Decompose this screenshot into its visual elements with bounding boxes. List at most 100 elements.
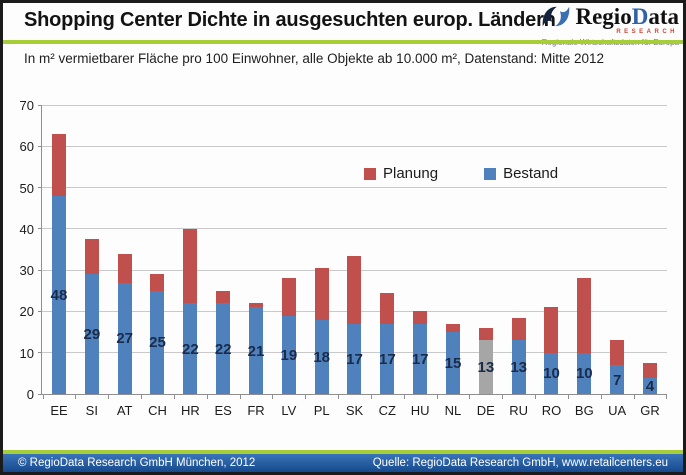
x-axis-tick xyxy=(600,394,602,399)
bar-segment-bestand-NL xyxy=(445,332,460,394)
y-tick xyxy=(38,104,42,106)
plot-area: 0 10 20 30 40 50 60 70 48 EE 29 SI 27 AT 25 CH 22 HR 22 ES 2… xyxy=(20,98,668,418)
x-axis-tick xyxy=(173,394,175,399)
regiodata-wordmark: RegioData xyxy=(575,4,679,29)
x-tick-label-CZ: CZ xyxy=(378,403,396,418)
bar-value-label-PL: 18 xyxy=(313,348,330,366)
bar-value-label-AT: 27 xyxy=(116,330,133,348)
bar-segment-bestand-UA xyxy=(610,365,625,394)
legend: Planung Bestand xyxy=(364,165,558,182)
legend-swatch-planung-icon xyxy=(364,167,376,180)
bar-segment-planung-RU xyxy=(511,317,526,341)
x-tick-label-DE: DE xyxy=(476,403,495,418)
bar-segment-planung-EE xyxy=(52,133,66,196)
bar-value-label-CZ: 17 xyxy=(378,350,396,368)
bar-segment-planung-ES xyxy=(216,290,231,304)
y-tick-label: 20 xyxy=(19,304,34,320)
bar-segment-planung-LV xyxy=(281,278,296,316)
bar-segment-bestand-SK xyxy=(347,323,362,394)
bar-value-label-HR: 22 xyxy=(181,340,199,358)
x-tick-label-ES: ES xyxy=(214,403,232,418)
y-tick xyxy=(38,393,42,395)
bar-value-label-ES: 22 xyxy=(214,340,232,358)
bar-segment-planung-FR xyxy=(248,303,263,308)
x-axis-tick xyxy=(567,394,569,399)
x-axis-line xyxy=(41,393,667,395)
bar-segment-bestand-GR xyxy=(642,377,657,394)
x-axis-tick xyxy=(338,394,340,399)
bar-value-label-BG: 10 xyxy=(575,365,593,383)
y-tick xyxy=(38,187,42,189)
x-tick-label-SI: SI xyxy=(85,403,98,418)
x-tick-label-UA: UA xyxy=(608,403,627,418)
bar-segment-planung-BG xyxy=(577,278,592,353)
legend-label-bestand: Bestand xyxy=(503,165,559,182)
bar-segment-bestand-PL xyxy=(314,319,329,394)
x-tick-label-GR: GR xyxy=(640,403,660,418)
x-tick-label-EE: EE xyxy=(50,403,68,418)
x-axis-tick xyxy=(141,394,143,399)
y-tick-label: 70 xyxy=(19,98,34,113)
x-tick-label-PL: PL xyxy=(313,403,330,418)
x-axis-tick xyxy=(42,394,44,399)
x-axis-tick xyxy=(469,394,471,399)
x-tick-label-LV: LV xyxy=(281,403,297,418)
bar-segment-bestand-BG xyxy=(577,352,592,394)
bar-segment-bestand-RO xyxy=(544,352,559,394)
x-axis-tick xyxy=(370,394,372,399)
bar-segment-planung-AT xyxy=(117,253,132,283)
x-tick-label-BG: BG xyxy=(574,403,594,418)
bar-segment-planung-RO xyxy=(544,307,559,353)
bar-value-label-SK: 17 xyxy=(346,350,363,368)
bar-segment-bestand-HR xyxy=(183,303,198,394)
x-axis-tick xyxy=(535,394,537,399)
bar-segment-planung-SK xyxy=(347,255,362,324)
bar-segment-planung-PL xyxy=(314,268,329,320)
bar-segment-planung-GR xyxy=(642,363,657,378)
x-tick-label-RO: RO xyxy=(541,403,562,418)
bar-segment-bestand-ES xyxy=(216,303,231,394)
x-tick-label-NL: NL xyxy=(444,403,462,418)
x-tick-label-HR: HR xyxy=(180,403,200,418)
y-tick-label: 0 xyxy=(26,387,34,402)
regiodata-swirl-icon xyxy=(543,6,570,27)
bar-segment-bestand-HU xyxy=(413,323,428,394)
y-tick-label: 40 xyxy=(19,221,34,237)
bar-value-label-EE: 48 xyxy=(50,286,68,304)
bar-segment-bestand-CZ xyxy=(380,323,395,394)
regiodata-research-label: RESEARCH xyxy=(616,29,678,35)
bar-segment-planung-HR xyxy=(183,228,198,304)
legend-item-bestand: Bestand xyxy=(484,165,558,182)
bar-segment-bestand-EE xyxy=(52,195,66,394)
legend-item-planung: Planung xyxy=(364,165,438,182)
x-axis-tick xyxy=(239,394,241,399)
bar-value-label-UA: 7 xyxy=(612,371,622,389)
gridline xyxy=(42,228,667,230)
x-axis-tick xyxy=(502,394,504,399)
gridline xyxy=(42,145,667,147)
x-axis-tick xyxy=(666,394,668,399)
page-title: Shopping Center Dichte in ausgesuchten e… xyxy=(24,9,556,31)
footer-copyright: © RegioData Research GmbH München, 2012 xyxy=(18,457,256,469)
gridline xyxy=(42,104,667,106)
bar-segment-planung-CH xyxy=(150,274,165,291)
x-tick-label-RU: RU xyxy=(509,403,529,418)
y-tick xyxy=(38,269,42,271)
bar-value-label-SI: 29 xyxy=(83,326,101,344)
bar-segment-planung-NL xyxy=(445,323,460,333)
bar-segment-planung-HU xyxy=(413,311,428,324)
bar-value-label-FR: 21 xyxy=(247,342,265,360)
bar-value-label-RO: 10 xyxy=(543,365,560,383)
footer-green-rule xyxy=(3,450,683,454)
bar-segment-bestand-RU xyxy=(511,340,526,394)
x-tick-label-FR: FR xyxy=(247,403,265,418)
footer-bar: © RegioData Research GmbH München, 2012 … xyxy=(3,454,683,472)
bar-value-label-CH: 25 xyxy=(149,334,166,352)
bar-value-label-RU: 13 xyxy=(510,359,527,377)
x-axis-tick xyxy=(436,394,438,399)
bar-value-label-HU: 17 xyxy=(411,350,429,368)
bar-segment-planung-CZ xyxy=(380,292,395,324)
x-axis-tick xyxy=(108,394,110,399)
bar-value-label-GR: 4 xyxy=(645,377,655,395)
